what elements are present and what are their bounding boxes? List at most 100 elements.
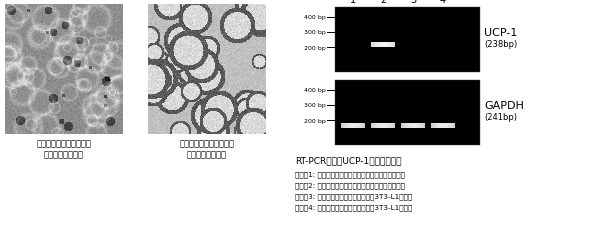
Bar: [391, 124, 392, 128]
Bar: [390, 43, 391, 48]
Bar: [384, 124, 385, 128]
Text: 2: 2: [380, 0, 386, 5]
Bar: [379, 43, 380, 48]
Text: UCP-1: UCP-1: [484, 28, 517, 38]
Bar: [388, 124, 389, 128]
Bar: [352, 124, 353, 128]
Bar: [375, 124, 376, 128]
Bar: [344, 124, 345, 128]
Bar: [433, 124, 434, 128]
Bar: [361, 124, 362, 128]
Bar: [411, 124, 412, 128]
Bar: [392, 124, 393, 128]
Bar: [389, 124, 390, 128]
Bar: [423, 124, 424, 128]
Bar: [420, 124, 421, 128]
Bar: [382, 124, 383, 128]
Bar: [401, 124, 402, 128]
Bar: [403, 124, 404, 128]
Bar: [440, 124, 441, 128]
Text: レーン4: ノルアドレナリン添加後　（3T3-L1細胞）: レーン4: ノルアドレナリン添加後 （3T3-L1細胞）: [295, 203, 412, 210]
Text: ノルアドレナリン添加後: ノルアドレナリン添加後: [179, 138, 234, 147]
Bar: [377, 43, 378, 48]
Text: (238bp): (238bp): [484, 40, 517, 49]
Text: 200 bp: 200 bp: [304, 46, 326, 51]
Bar: [444, 124, 445, 128]
Bar: [376, 43, 377, 48]
Bar: [434, 124, 435, 128]
Bar: [386, 43, 387, 48]
Bar: [409, 124, 410, 128]
Text: （褐色谷肪細胞）: （褐色谷肪細胞）: [44, 149, 84, 158]
Bar: [391, 43, 392, 48]
Bar: [447, 124, 448, 128]
Bar: [412, 124, 413, 128]
Text: RT-PCRによるUCP-1遣伝子の検出: RT-PCRによるUCP-1遣伝子の検出: [295, 155, 401, 164]
Bar: [446, 124, 447, 128]
Bar: [380, 43, 381, 48]
Bar: [450, 124, 451, 128]
Bar: [394, 43, 395, 48]
Bar: [363, 124, 364, 128]
Bar: [413, 124, 414, 128]
Bar: [373, 43, 374, 48]
Bar: [380, 124, 381, 128]
Bar: [341, 124, 342, 128]
Bar: [354, 124, 355, 128]
Bar: [356, 124, 357, 128]
Bar: [388, 43, 389, 48]
Text: 200 bp: 200 bp: [304, 118, 326, 123]
Bar: [386, 124, 387, 128]
Text: 400 bp: 400 bp: [304, 88, 326, 93]
Bar: [364, 124, 365, 128]
Bar: [390, 124, 391, 128]
Bar: [389, 43, 390, 48]
Bar: [335, 8, 480, 73]
Text: レーン3: ノルアドレナリン添加前　（3T3-L1細胞）: レーン3: ノルアドレナリン添加前 （3T3-L1細胞）: [295, 192, 412, 199]
Bar: [449, 124, 450, 128]
Bar: [357, 124, 358, 128]
Text: 3: 3: [410, 0, 416, 5]
Bar: [393, 124, 394, 128]
Bar: [414, 124, 415, 128]
Bar: [353, 124, 354, 128]
Bar: [441, 124, 442, 128]
Bar: [421, 124, 422, 128]
Bar: [424, 124, 425, 128]
Text: (241bp): (241bp): [484, 112, 517, 121]
Bar: [439, 124, 440, 128]
Text: 4: 4: [440, 0, 446, 5]
Bar: [358, 124, 359, 128]
Bar: [436, 124, 437, 128]
Bar: [448, 124, 449, 128]
Bar: [443, 124, 444, 128]
Bar: [431, 124, 432, 128]
Bar: [371, 43, 372, 48]
Bar: [432, 124, 433, 128]
Text: （褐色谷肪細胞）: （褐色谷肪細胞）: [187, 149, 227, 158]
Bar: [374, 124, 375, 128]
Bar: [452, 124, 453, 128]
Bar: [362, 124, 363, 128]
Bar: [438, 124, 439, 128]
Bar: [417, 124, 418, 128]
Bar: [378, 124, 379, 128]
Bar: [418, 124, 419, 128]
Bar: [381, 124, 382, 128]
Bar: [378, 43, 379, 48]
Bar: [382, 43, 383, 48]
Bar: [343, 124, 344, 128]
Bar: [381, 43, 382, 48]
Bar: [435, 124, 436, 128]
Bar: [406, 124, 407, 128]
Text: 400 bp: 400 bp: [304, 15, 326, 20]
Bar: [437, 124, 438, 128]
Bar: [385, 43, 386, 48]
Bar: [384, 43, 385, 48]
Bar: [347, 124, 348, 128]
Bar: [342, 124, 343, 128]
Bar: [359, 124, 360, 128]
Bar: [405, 124, 406, 128]
Bar: [377, 124, 378, 128]
Bar: [335, 81, 480, 145]
